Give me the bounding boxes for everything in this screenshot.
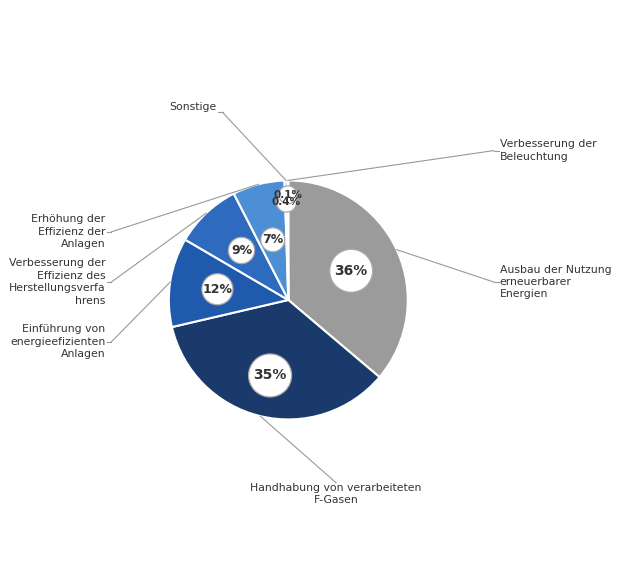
Circle shape [276,192,296,212]
Circle shape [261,228,285,252]
Circle shape [329,249,373,292]
Text: Sonstige: Sonstige [169,103,217,112]
Circle shape [248,354,291,397]
Wedge shape [172,300,379,419]
Text: 0.1%: 0.1% [273,190,303,200]
Wedge shape [285,180,288,300]
Text: Einführung von
energieefizienten
Anlagen: Einführung von energieefizienten Anlagen [10,324,105,359]
Wedge shape [169,240,288,327]
Text: 7%: 7% [262,233,283,247]
Circle shape [202,274,233,305]
Text: 36%: 36% [334,264,368,278]
Text: Verbesserung der
Beleuchtung: Verbesserung der Beleuchtung [500,139,597,162]
Text: 0.4%: 0.4% [272,197,301,207]
Text: 9%: 9% [231,244,252,257]
Text: Verbesserung der
Effizienz des
Herstellungsverfa
hrens: Verbesserung der Effizienz des Herstellu… [9,259,105,306]
Circle shape [279,186,297,204]
Circle shape [228,237,255,264]
Wedge shape [288,180,407,377]
Wedge shape [234,180,288,300]
Text: 35%: 35% [253,369,287,382]
Text: 12%: 12% [202,283,232,295]
Text: Ausbau der Nutzung
erneuerbarer
Energien: Ausbau der Nutzung erneuerbarer Energien [500,264,612,300]
Wedge shape [185,194,288,300]
Text: Handhabung von verarbeiteten
F-Gasen: Handhabung von verarbeiteten F-Gasen [250,483,422,505]
Text: Erhöhung der
Effizienz der
Anlagen: Erhöhung der Effizienz der Anlagen [31,214,105,249]
